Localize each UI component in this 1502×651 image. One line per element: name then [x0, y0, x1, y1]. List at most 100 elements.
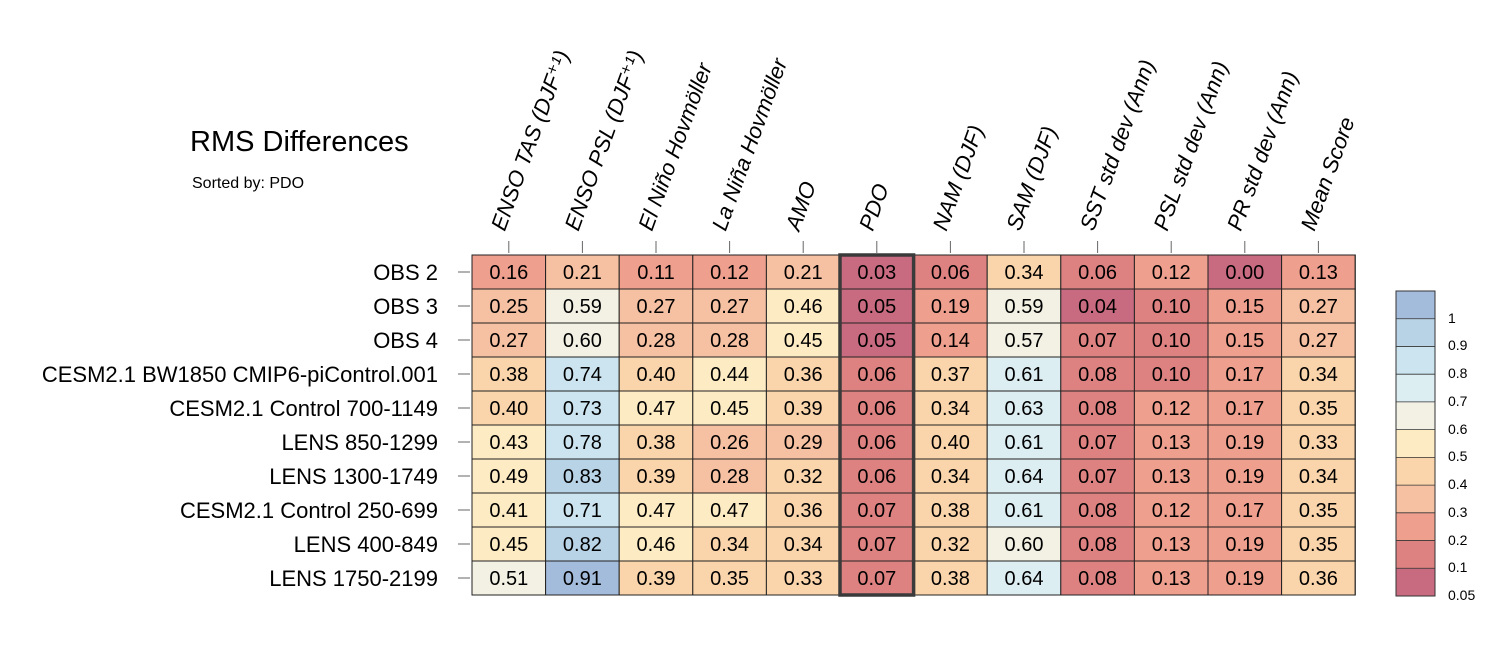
row-label: CESM2.1 Control 250-699	[180, 498, 438, 523]
heatmap-cell	[618, 424, 694, 460]
cell-value: 0.03	[857, 262, 896, 284]
colorbar-swatch	[1396, 318, 1435, 347]
heatmap-cell	[1207, 390, 1283, 426]
cell-value: 0.00	[1225, 262, 1264, 284]
cell-value: 0.28	[637, 330, 676, 352]
cell-value: 0.47	[637, 500, 676, 522]
cell-value: 0.45	[784, 330, 823, 352]
colorbar-label: 0.8	[1448, 365, 1468, 382]
heatmap-cell	[913, 390, 988, 426]
heatmap-cell	[986, 424, 1062, 460]
cell-value: 0.37	[931, 364, 970, 386]
cell-value: 0.12	[1152, 500, 1191, 522]
cell-value: 0.17	[1225, 364, 1264, 386]
colorbar-swatch	[1396, 457, 1435, 486]
cell-value: 0.21	[784, 262, 823, 284]
heatmap-cell	[986, 492, 1062, 528]
cell-value: 0.10	[1152, 296, 1191, 318]
cell-value: 0.46	[637, 534, 676, 556]
column-label: La Niña Hovmöller	[707, 54, 793, 234]
heatmap-cell	[1281, 390, 1356, 426]
heatmap-cell	[1281, 492, 1356, 528]
cell-value: 0.44	[710, 364, 749, 386]
column-label: ENSO PSL (DJF⁺¹)	[560, 47, 648, 234]
cell-value: 0.36	[1299, 568, 1338, 590]
heatmap-cell	[692, 322, 767, 358]
heatmap-cell	[471, 356, 547, 392]
heatmap-cell	[1133, 492, 1209, 528]
colorbar-label: 0.4	[1448, 476, 1468, 493]
heatmap-cell	[1207, 288, 1283, 324]
cell-value: 0.34	[1005, 262, 1044, 284]
colorbar-label: 0.9	[1448, 337, 1468, 354]
cell-value: 0.51	[489, 568, 528, 590]
cell-value: 0.71	[563, 500, 602, 522]
cell-value: 0.10	[1152, 330, 1191, 352]
heatmap-cell	[618, 254, 694, 290]
heatmap-cell	[1133, 390, 1209, 426]
row-label: OBS 3	[373, 294, 438, 319]
cell-value: 0.38	[931, 500, 970, 522]
heatmap-cell	[986, 526, 1062, 562]
heatmap-cell	[1133, 288, 1209, 324]
cell-value: 0.25	[489, 296, 528, 318]
chart-subtitle: Sorted by: PDO	[192, 175, 305, 192]
cell-value: 0.61	[1005, 364, 1044, 386]
cell-value: 0.60	[563, 330, 602, 352]
heatmap-cell	[765, 288, 841, 324]
column-label: ENSO TAS (DJF⁺¹)	[486, 47, 574, 234]
heatmap-cell	[839, 492, 915, 528]
cell-value: 0.06	[931, 262, 970, 284]
colorbar-swatch	[1396, 374, 1435, 402]
cell-value: 0.07	[857, 500, 896, 522]
cell-value: 0.33	[784, 568, 823, 590]
cell-value: 0.38	[931, 568, 970, 590]
heatmap-cell	[1060, 390, 1135, 426]
cell-value: 0.64	[1005, 568, 1044, 590]
heatmap-cell	[618, 322, 694, 358]
heatmap-cell	[545, 288, 620, 324]
heatmap-cell	[839, 288, 915, 324]
cell-value: 0.15	[1225, 330, 1264, 352]
cell-value: 0.39	[637, 568, 676, 590]
cell-value: 0.27	[1299, 296, 1338, 318]
cell-value: 0.26	[710, 432, 749, 454]
cell-value: 0.38	[637, 432, 676, 454]
colorbar-swatch	[1396, 540, 1435, 569]
heatmap-cell	[471, 390, 547, 426]
cell-value: 0.40	[931, 432, 970, 454]
cell-value: 0.45	[489, 534, 528, 556]
cell-value: 0.36	[784, 364, 823, 386]
row-label: LENS 400-849	[294, 532, 438, 557]
cell-value: 0.34	[931, 398, 970, 420]
heatmap-cell	[765, 492, 841, 528]
cell-value: 0.06	[857, 432, 896, 454]
cell-value: 0.19	[1225, 432, 1264, 454]
heatmap-cell	[986, 390, 1062, 426]
cell-value: 0.07	[1078, 466, 1117, 488]
heatmap-cell	[1281, 424, 1356, 460]
heatmap-cell	[1207, 322, 1283, 358]
colorbar-label: 0.7	[1448, 392, 1468, 409]
cell-value: 0.73	[563, 398, 602, 420]
column-label: SST std dev (Ann)	[1075, 56, 1160, 233]
cell-value: 0.05	[857, 330, 896, 352]
heatmap-cell	[1060, 458, 1135, 494]
heatmap-cell	[1133, 458, 1209, 494]
cell-value: 0.47	[710, 500, 749, 522]
cell-value: 0.10	[1152, 364, 1191, 386]
cell-value: 0.36	[784, 500, 823, 522]
cell-value: 0.13	[1299, 262, 1338, 284]
row-label: CESM2.1 Control 700-1149	[169, 396, 438, 421]
heatmap-cell	[1133, 322, 1209, 358]
cell-value: 0.13	[1152, 432, 1191, 454]
row-label: CESM2.1 BW1850 CMIP6-piControl.001	[42, 362, 438, 387]
row-label: OBS 4	[373, 328, 438, 353]
cell-value: 0.13	[1152, 568, 1191, 590]
column-label: AMO	[780, 178, 821, 236]
heatmap-cell	[471, 492, 547, 528]
heatmap-cell	[545, 356, 620, 392]
heatmap-cell	[1060, 560, 1135, 596]
cell-value: 0.08	[1078, 534, 1117, 556]
cell-value: 0.11	[637, 262, 674, 284]
